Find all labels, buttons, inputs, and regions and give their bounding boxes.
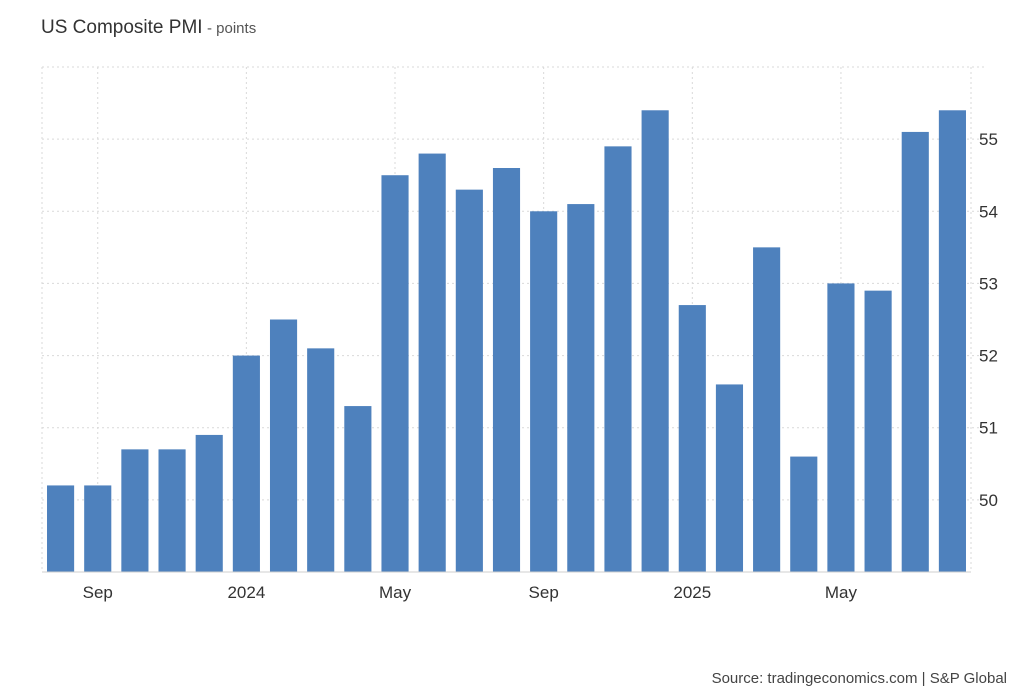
y-tick-label: 51 [979, 419, 998, 438]
x-tick-label: Sep [529, 583, 559, 602]
x-tick-label: 2025 [673, 583, 711, 602]
y-tick-label: 52 [979, 347, 998, 366]
bar [678, 305, 706, 572]
bar [567, 204, 595, 573]
bar [381, 175, 409, 572]
x-tick-label: May [825, 583, 858, 602]
y-tick-label: 50 [979, 491, 998, 510]
bar [158, 449, 186, 572]
bar-layer [47, 110, 966, 573]
y-tick-label: 54 [979, 202, 998, 221]
bar [269, 319, 298, 572]
y-axis: 50 51 52 53 54 55 [979, 130, 998, 510]
bar [47, 485, 75, 572]
bar [715, 384, 744, 572]
bar [84, 485, 112, 572]
bar [455, 189, 483, 572]
bar [901, 131, 929, 572]
chart-title-text: US Composite PMI [41, 17, 203, 38]
bar [604, 146, 632, 572]
bar [827, 283, 855, 572]
bar [418, 153, 446, 573]
bar [307, 348, 335, 572]
bar [195, 434, 223, 572]
x-tick-label: Sep [83, 583, 113, 602]
bar [938, 110, 966, 573]
bar [864, 290, 892, 572]
bar [232, 355, 260, 572]
x-tick-label: May [379, 583, 412, 602]
bar [121, 449, 149, 572]
bar [753, 247, 781, 572]
y-tick-label: 53 [979, 274, 998, 293]
bar [492, 168, 521, 572]
bar [344, 406, 372, 572]
bar [790, 456, 818, 572]
bar [641, 110, 669, 573]
x-tick-label: 2024 [227, 583, 265, 602]
source-credit: Source: tradingeconomics.com | S&P Globa… [711, 670, 1007, 687]
x-axis: Sep 2024 May Sep 2025 May [42, 571, 971, 602]
bar [530, 211, 558, 573]
y-tick-label: 55 [979, 130, 998, 149]
chart-title: US Composite PMI - points [41, 17, 256, 39]
chart-subtitle: - points [207, 20, 257, 37]
